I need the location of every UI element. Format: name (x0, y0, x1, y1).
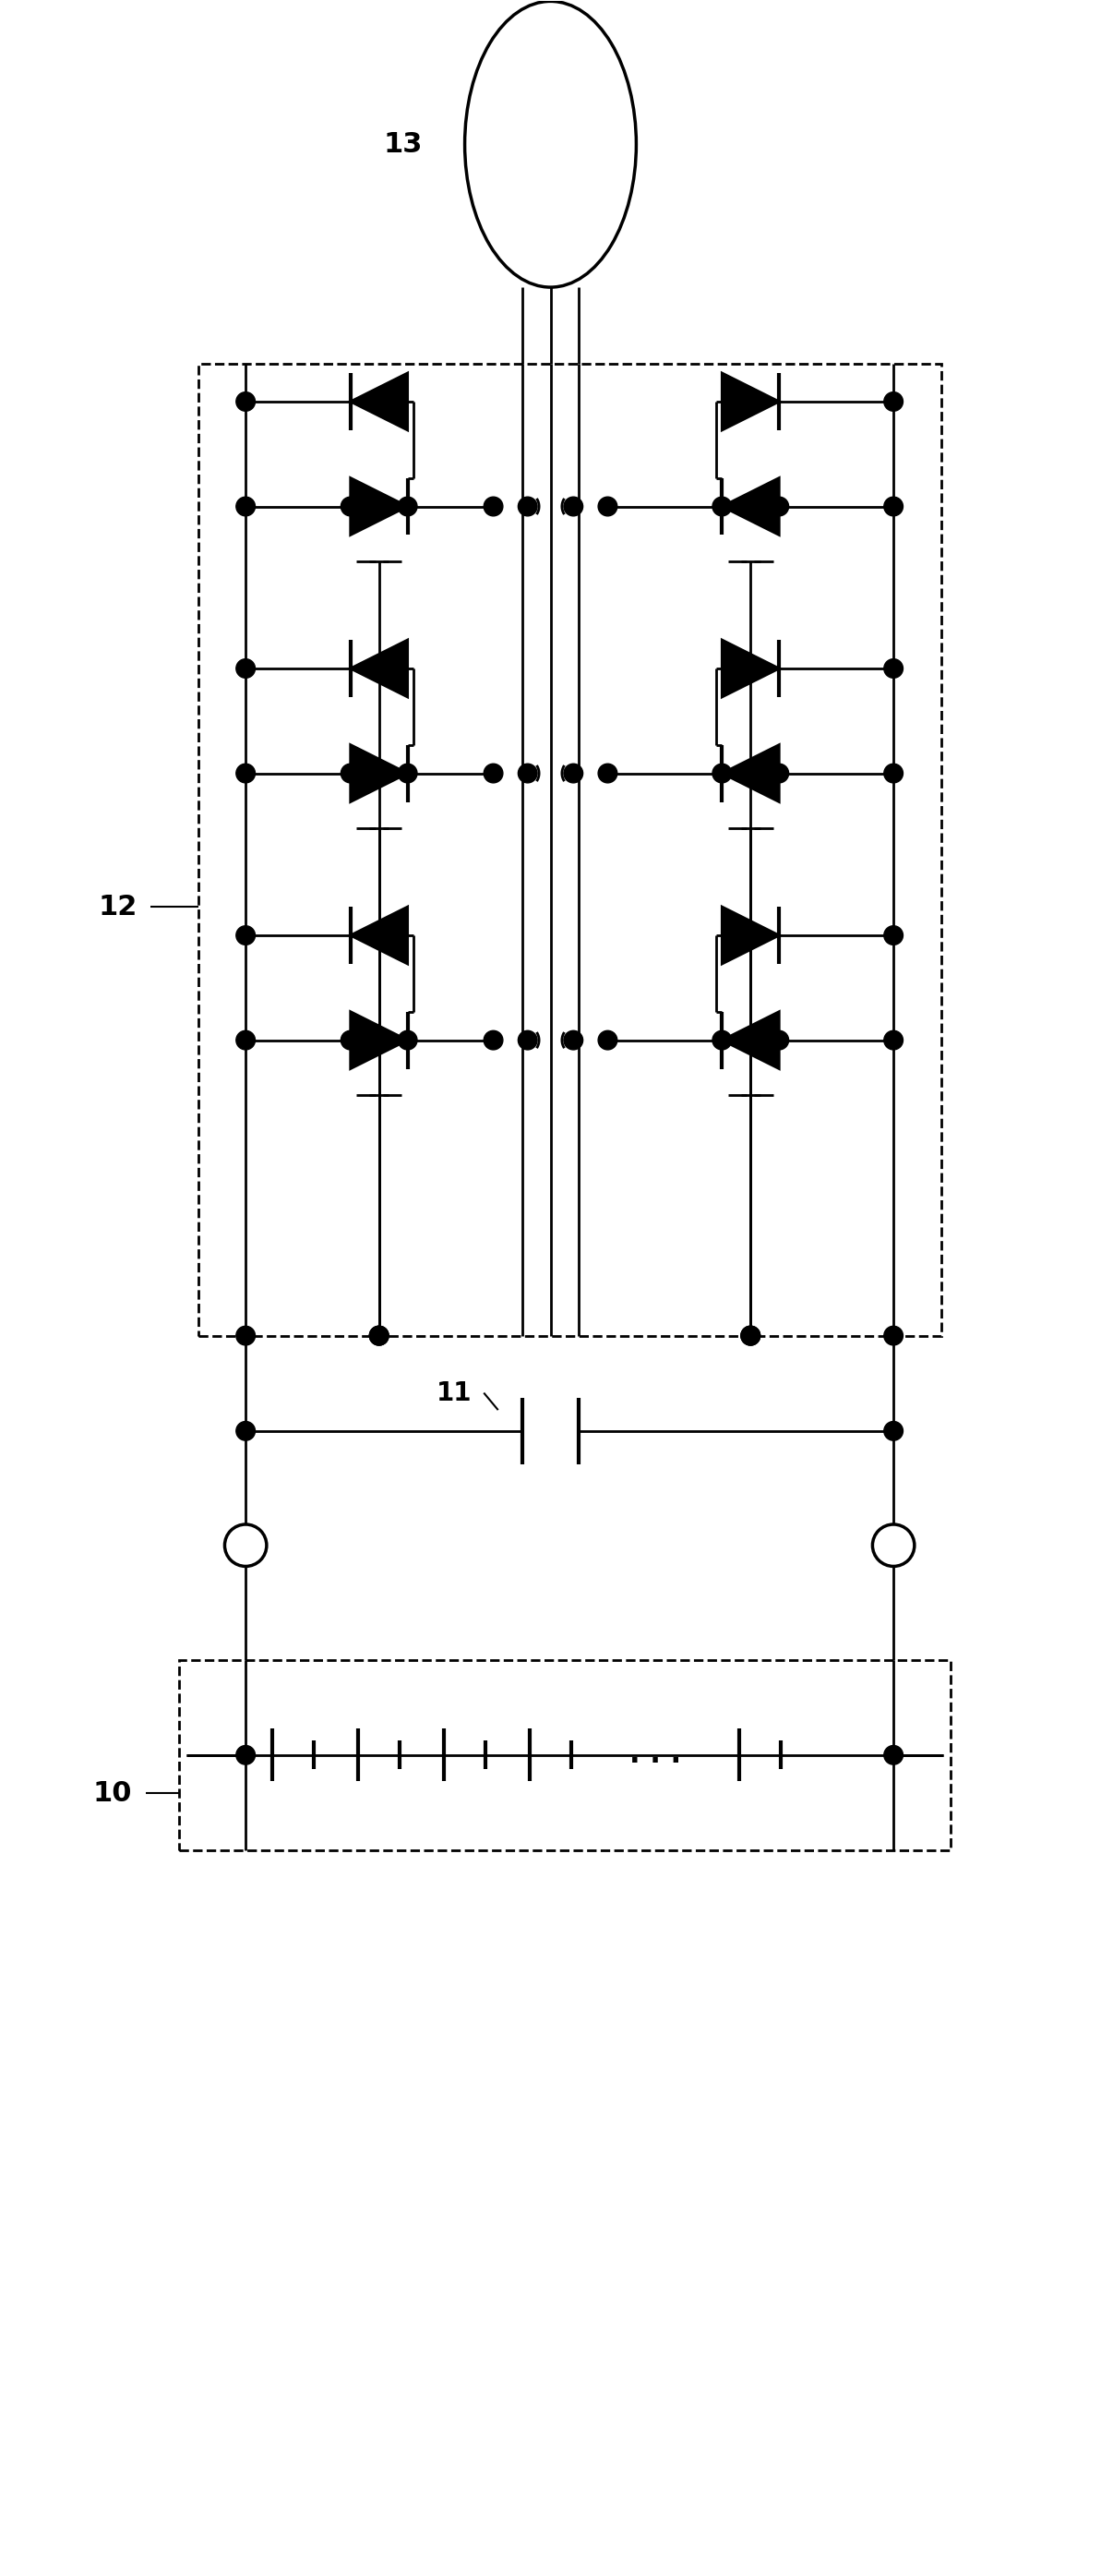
Circle shape (884, 1422, 903, 1440)
Circle shape (598, 1030, 618, 1048)
Circle shape (564, 762, 582, 783)
Polygon shape (350, 639, 407, 698)
Circle shape (370, 1327, 389, 1345)
Polygon shape (350, 477, 407, 536)
Circle shape (770, 1030, 788, 1048)
Polygon shape (350, 744, 407, 801)
Circle shape (884, 1747, 903, 1765)
Circle shape (884, 1030, 903, 1048)
Circle shape (598, 762, 618, 783)
Circle shape (483, 762, 503, 783)
Circle shape (236, 497, 255, 515)
Text: . . .: . . . (630, 1741, 682, 1767)
Polygon shape (722, 639, 780, 698)
Polygon shape (722, 907, 780, 963)
Text: 13: 13 (384, 131, 423, 157)
Circle shape (341, 1030, 360, 1048)
Polygon shape (350, 907, 407, 963)
Circle shape (370, 1327, 389, 1345)
Circle shape (236, 762, 255, 783)
Circle shape (236, 1747, 255, 1765)
Circle shape (399, 762, 417, 783)
Text: 12: 12 (98, 894, 138, 920)
Polygon shape (722, 477, 780, 536)
Polygon shape (350, 374, 407, 430)
Circle shape (236, 1030, 255, 1048)
Circle shape (741, 1327, 760, 1345)
Polygon shape (350, 1012, 407, 1069)
Circle shape (712, 762, 731, 783)
Circle shape (741, 1327, 760, 1345)
Circle shape (770, 497, 788, 515)
Circle shape (399, 497, 417, 515)
Circle shape (519, 1030, 537, 1048)
Circle shape (770, 762, 788, 783)
Circle shape (598, 497, 618, 515)
Circle shape (712, 1030, 731, 1048)
Circle shape (519, 497, 537, 515)
Circle shape (370, 1327, 389, 1345)
Circle shape (483, 1030, 503, 1048)
Circle shape (884, 392, 903, 412)
Circle shape (236, 392, 255, 412)
Circle shape (519, 762, 537, 783)
Circle shape (884, 1327, 903, 1345)
Circle shape (341, 762, 360, 783)
Circle shape (483, 497, 503, 515)
Polygon shape (722, 1012, 780, 1069)
Text: 11: 11 (436, 1381, 471, 1406)
Circle shape (236, 659, 255, 677)
Circle shape (712, 497, 731, 515)
Circle shape (741, 1327, 760, 1345)
Circle shape (884, 497, 903, 515)
Circle shape (884, 762, 903, 783)
Circle shape (884, 659, 903, 677)
Circle shape (564, 1030, 582, 1048)
Circle shape (399, 1030, 417, 1048)
Polygon shape (722, 374, 780, 430)
Polygon shape (722, 744, 780, 801)
Text: 10: 10 (94, 1780, 132, 1806)
Circle shape (236, 1327, 255, 1345)
Circle shape (236, 1422, 255, 1440)
Circle shape (564, 497, 582, 515)
Circle shape (884, 925, 903, 945)
Circle shape (236, 925, 255, 945)
Circle shape (341, 497, 360, 515)
